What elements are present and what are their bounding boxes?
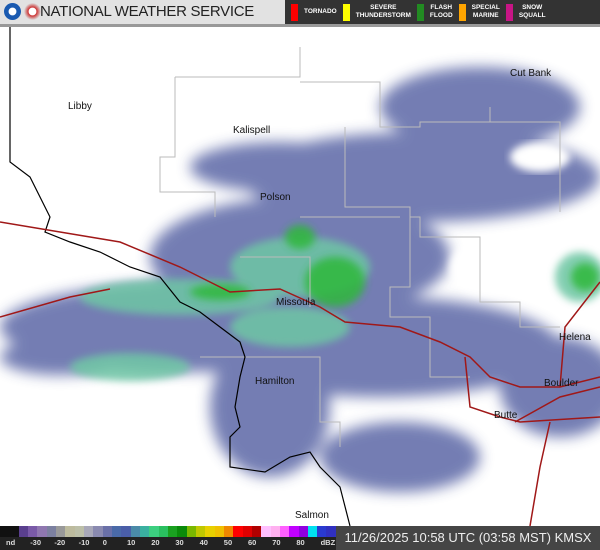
color-bar-segment — [121, 526, 131, 537]
color-bar-segment — [298, 526, 308, 537]
warning-swatch — [342, 3, 350, 21]
color-bar-segment — [130, 526, 140, 537]
color-bar-segment — [46, 526, 56, 537]
warning-swatch — [416, 3, 424, 21]
city-hamilton: Hamilton — [255, 376, 295, 387]
color-bar-segment — [18, 526, 28, 537]
warning-severe-thunderstorm: SEVERE THUNDERSTORM — [342, 3, 411, 21]
color-bar-segment — [195, 526, 206, 537]
warning-label: FLASH FLOOD — [429, 4, 453, 19]
color-bar-segment — [139, 526, 150, 537]
warning-legend: TORNADO SEVERE THUNDERSTORM FLASH FLOOD SPE… — [285, 0, 600, 24]
color-bar-segment — [307, 526, 318, 537]
warning-flash-flood: FLASH FLOOD — [416, 3, 453, 21]
color-bar-segment — [27, 526, 38, 537]
scale-tick: 60 — [248, 538, 257, 547]
scale-tick: 50 — [223, 538, 233, 547]
site-title: NATIONAL WEATHER SERVICE — [40, 3, 254, 20]
city-cut-bank: Cut Bank — [510, 68, 552, 79]
warning-label: SEVERE THUNDERSTORM — [355, 4, 411, 19]
color-bar-segment — [279, 526, 290, 537]
scale-tick: -10 — [78, 538, 90, 547]
reflectivity-scale: nd -30 -20 -10 0 10 20 30 40 50 60 70 80 dBZ — [0, 526, 336, 550]
color-bar-segment — [223, 526, 234, 537]
scale-tick: 30 — [175, 538, 184, 547]
scale-tick: dBZ — [320, 538, 336, 547]
scale-tick: 70 — [272, 538, 281, 547]
warning-special-marine: SPECIAL MARINE — [458, 3, 500, 21]
color-bar-segment — [102, 526, 112, 537]
warning-swatch — [505, 3, 513, 21]
state-border — [9, 27, 351, 526]
radar-map[interactable] — [0, 27, 600, 526]
color-bar-segment — [93, 526, 103, 537]
color-bar-segment — [149, 526, 159, 537]
color-bar-segment — [270, 526, 280, 537]
color-bar-segment — [177, 526, 187, 537]
scale-tick: 40 — [199, 538, 208, 547]
scale-ticks: nd -30 -20 -10 0 10 20 30 40 50 60 70 80 dBZ — [0, 538, 336, 550]
scale-tick: nd — [6, 538, 16, 547]
scale-tick: 10 — [127, 538, 136, 547]
scale-tick: 0 — [102, 538, 107, 547]
color-bar-segment — [261, 526, 271, 537]
color-bar-segment — [65, 526, 75, 537]
color-bar-segment — [251, 526, 262, 537]
color-bar-segment — [158, 526, 168, 537]
scale-tick: -20 — [54, 538, 66, 547]
color-bar-segment — [9, 526, 19, 537]
city-helena: Helena — [559, 332, 591, 343]
county-borders — [159, 47, 561, 447]
noaa-logo — [4, 3, 21, 20]
city-salmon: Salmon — [295, 510, 329, 521]
color-bar-segment — [74, 526, 84, 537]
warning-label: SPECIAL MARINE — [471, 4, 500, 19]
highways — [0, 221, 600, 526]
scale-tick: -30 — [30, 538, 42, 547]
nws-logo — [24, 3, 41, 20]
color-bar-segment — [0, 526, 10, 537]
city-butte: Butte — [494, 410, 518, 421]
agency-logos — [4, 3, 41, 20]
color-bar-segment — [214, 526, 224, 537]
warning-snow-squall: SNOW SQUALL — [505, 3, 546, 21]
radar-echoes — [0, 67, 600, 492]
timestamp: 11/26/2025 10:58 UTC (03:58 MST) KMSX — [336, 526, 600, 550]
warning-tornado: TORNADO — [291, 3, 337, 21]
warning-swatch — [458, 3, 466, 21]
city-boulder: Boulder — [544, 378, 579, 389]
color-bar-segment — [83, 526, 94, 537]
scale-tick: 20 — [151, 538, 160, 547]
color-bar-segment — [205, 526, 215, 537]
city-kalispell: Kalispell — [233, 125, 271, 136]
color-bar-segment — [233, 526, 243, 537]
color-bar-segment — [37, 526, 47, 537]
color-bar-segment — [289, 526, 299, 537]
header: NATIONAL WEATHER SERVICE TORNADO SEVERE T… — [0, 0, 600, 27]
color-bar-segment — [111, 526, 122, 537]
warning-swatch — [291, 3, 298, 21]
color-bar-segment — [242, 526, 252, 537]
color-bar-segment — [326, 526, 336, 537]
color-bar-segment — [317, 526, 327, 537]
color-bar-segment — [55, 526, 66, 537]
city-polson: Polson — [260, 192, 291, 203]
color-bar-segment — [167, 526, 178, 537]
city-libby: Libby — [68, 101, 92, 112]
city-missoula: Missoula — [276, 297, 316, 308]
warning-label: TORNADO — [304, 8, 337, 15]
color-bar-segment — [186, 526, 196, 537]
warning-label: SNOW SQUALL — [518, 4, 546, 19]
color-bar — [0, 526, 336, 537]
scale-tick: 80 — [296, 538, 305, 547]
